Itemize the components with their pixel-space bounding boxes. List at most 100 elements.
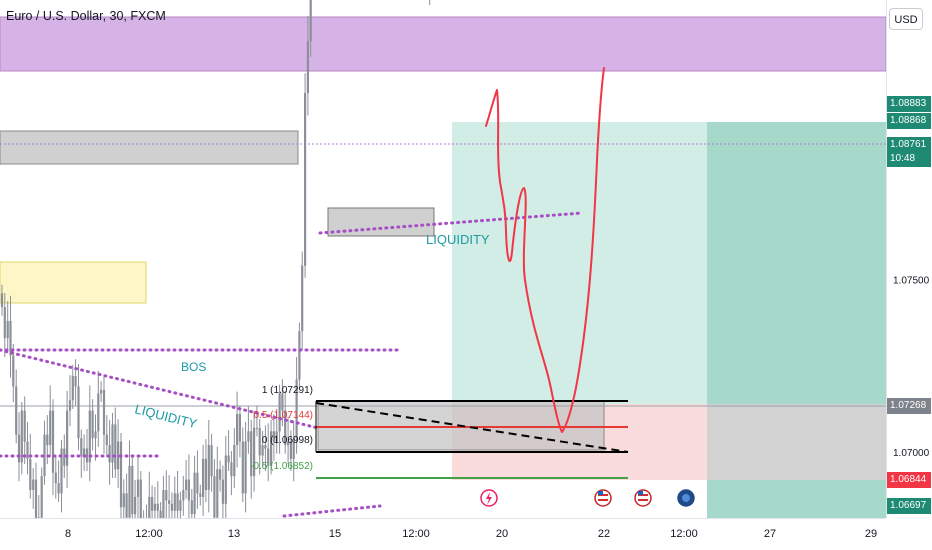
projected-price-path[interactable]: [485, 67, 605, 433]
candle-body: [125, 493, 128, 518]
candle-body: [202, 458, 205, 497]
fib-label-0: 1 (1.07291): [262, 385, 313, 396]
candle-body: [94, 431, 97, 439]
candle-body: [250, 431, 253, 477]
candle-body: [298, 331, 301, 380]
candle-body: [159, 510, 162, 518]
candle-body: [216, 469, 219, 518]
time-tick-label: 29: [865, 528, 877, 540]
candle-body: [139, 479, 142, 518]
liquidity-trendline-left[interactable]: [0, 348, 320, 430]
candle-body: [207, 445, 210, 490]
candle-body: [162, 490, 165, 518]
candle-body: [278, 393, 281, 432]
price-axis-separator: [886, 0, 887, 518]
us-flag-canton-icon: [598, 491, 603, 495]
candle-body: [74, 376, 77, 387]
price-badge-countdown: 10:48: [890, 153, 916, 164]
candle-body: [173, 493, 176, 511]
demand-zone[interactable]: [0, 261, 147, 304]
liquidity-label-top: LIQUIDITY: [426, 232, 490, 247]
candle-body: [182, 490, 185, 501]
candle-body: [258, 427, 261, 456]
candle-body: [193, 472, 196, 515]
us-flag-stripe-icon: [638, 499, 648, 501]
candle-body: [66, 410, 69, 466]
candle-body: [111, 424, 114, 463]
candle-body: [136, 479, 140, 497]
target-zone: [452, 122, 707, 404]
candle-body: [289, 441, 292, 459]
candle-body: [23, 410, 26, 442]
candle-body: [117, 441, 120, 470]
liquidity-trendline-bottom[interactable]: [282, 504, 382, 518]
candle-body: [54, 472, 57, 484]
candle-body: [0, 293, 4, 308]
order-block-zone-upper-left[interactable]: [0, 130, 299, 165]
liquidity-trendline-top[interactable]: [318, 211, 584, 235]
us-flag-stripe-icon: [598, 499, 608, 501]
candle-body: [88, 410, 91, 463]
candle-body: [51, 410, 55, 473]
price-badge-1.07268: 1.07268: [887, 398, 931, 414]
candle-body: [119, 441, 123, 508]
candle-body: [210, 445, 213, 477]
candle-body: [230, 462, 233, 477]
candle-body: [270, 431, 273, 466]
price-badge-value: 1.08761: [890, 139, 927, 150]
fib-dashed-trendline[interactable]: [315, 402, 629, 453]
candle-body: [32, 479, 35, 490]
candle-body: [272, 431, 275, 442]
candle-body: [43, 434, 46, 477]
candle-body: [122, 493, 125, 508]
candle-body: [281, 393, 284, 411]
candle-body: [108, 445, 111, 463]
candle-body: [185, 479, 188, 490]
candle-body: [85, 448, 89, 463]
candle-body: [213, 476, 216, 518]
time-tick-label: 12:00: [135, 528, 163, 540]
time-tick-label: 15: [329, 528, 341, 540]
time-tick-label: 27: [764, 528, 776, 540]
candle-body: [227, 455, 230, 463]
time-tick-label: 22: [598, 528, 610, 540]
currency-button[interactable]: USD: [889, 8, 923, 30]
candle-body: [17, 434, 21, 463]
candle-body: [71, 376, 74, 401]
target-zone-extended: [707, 122, 886, 404]
candle-body: [306, 41, 309, 94]
candle-body: [253, 427, 256, 477]
candle-body: [148, 496, 151, 518]
candle-body: [83, 448, 86, 456]
candle-body: [176, 493, 179, 511]
candle-body: [80, 438, 83, 456]
candle-body: [68, 400, 72, 411]
candle-body: [309, 0, 312, 42]
candle-body: [187, 479, 190, 501]
candle-body: [292, 438, 295, 459]
candle-body: [165, 490, 168, 501]
candle-body: [199, 493, 202, 497]
candle-body: [34, 479, 38, 518]
candle-body: [261, 445, 264, 456]
price-badge-value: 1.08868: [890, 115, 927, 126]
price-badge-value: 1.06697: [890, 500, 927, 511]
candle-body: [196, 472, 199, 494]
candle-body: [267, 448, 270, 466]
candle-body: [37, 517, 40, 518]
price-badge-value: 1.08883: [890, 98, 927, 109]
candle-body: [241, 441, 244, 494]
candle-body: [204, 458, 207, 490]
candle-body: [233, 445, 236, 477]
candle-body: [190, 500, 193, 515]
candle-body: [77, 386, 80, 439]
candle-body: [219, 469, 222, 480]
candle-body: [224, 455, 227, 504]
candle-body: [131, 465, 134, 515]
candle-body: [287, 441, 290, 446]
supply-zone[interactable]: [0, 16, 886, 72]
candle-body: [9, 320, 12, 356]
candle-body: [20, 410, 23, 463]
